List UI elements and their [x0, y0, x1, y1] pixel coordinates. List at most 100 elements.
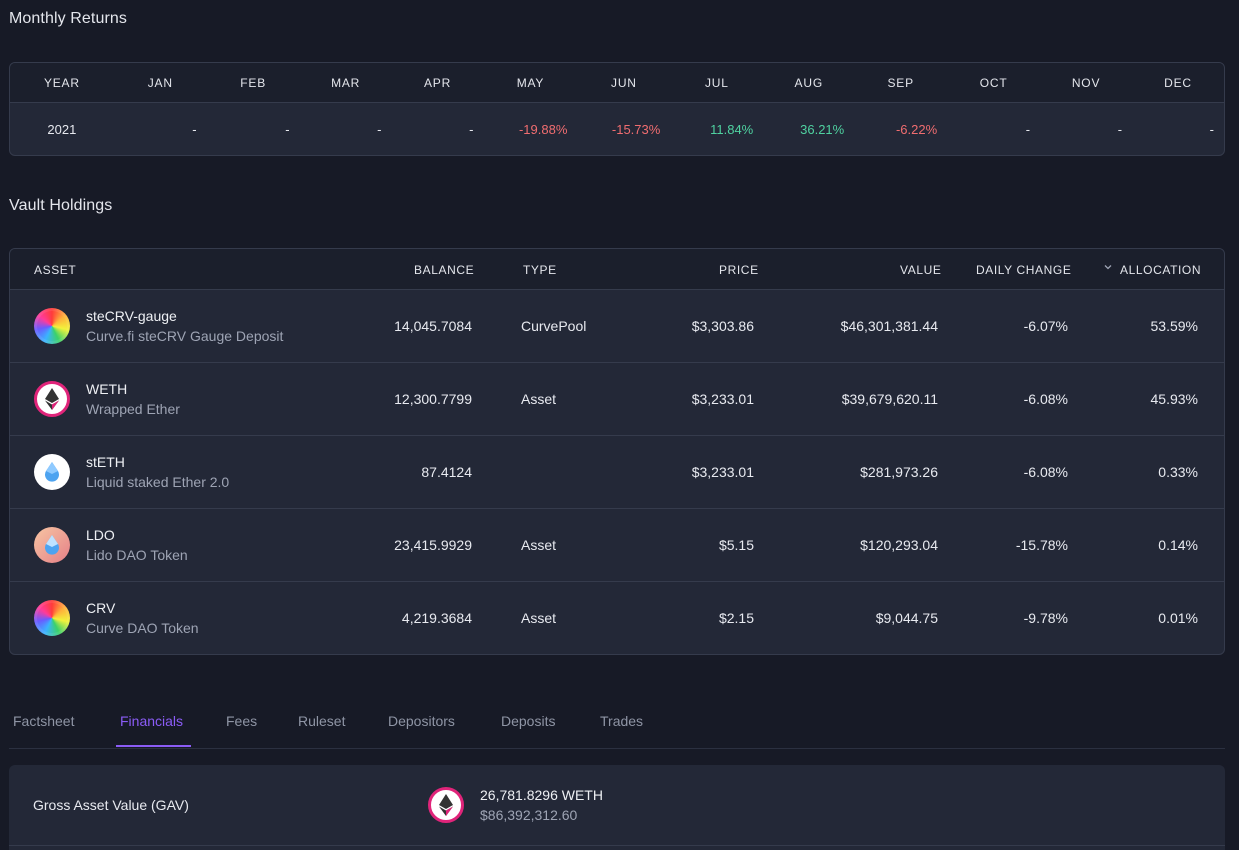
return-cell-mar: -: [377, 121, 382, 137]
return-cell-dec: -: [1209, 121, 1214, 137]
return-cell-aug: 36.21%: [800, 121, 845, 137]
allocation-cell: 45.93%: [1150, 391, 1198, 407]
gav-label: Gross Asset Value (GAV): [33, 797, 189, 813]
header-balance[interactable]: BALANCE: [414, 263, 475, 277]
holding-row[interactable]: LDO Lido DAO Token 23,415.9929 Asset $5.15 $1…: [10, 509, 1224, 582]
return-cell-sep: -6.22%: [895, 121, 938, 137]
header-asset[interactable]: ASSET: [34, 263, 77, 277]
holding-row[interactable]: CRV Curve DAO Token 4,219.3684 Asset $2.15 $9…: [10, 582, 1224, 654]
price-cell: $3,303.86: [691, 318, 754, 334]
header-daily-change[interactable]: DAILY CHANGE: [976, 263, 1072, 277]
header-price[interactable]: PRICE: [719, 263, 759, 277]
curve-icon: [34, 600, 70, 636]
asset-description: Liquid staked Ether 2.0: [86, 474, 230, 490]
header-type[interactable]: TYPE: [523, 263, 557, 277]
asset-name: stETH: [86, 454, 125, 470]
header-apr: APR: [424, 75, 452, 90]
price-cell: $3,233.01: [691, 464, 754, 480]
tab-depositors[interactable]: Depositors: [388, 713, 455, 729]
balance-cell: 87.4124: [421, 464, 472, 480]
daily-change-cell: -6.08%: [1023, 464, 1068, 480]
asset-description: Curve DAO Token: [86, 620, 199, 636]
year-cell: 2021: [47, 121, 77, 137]
return-cell-feb: -: [285, 121, 290, 137]
allocation-cell: 0.33%: [1158, 464, 1198, 480]
balance-cell: 14,045.7084: [394, 318, 472, 334]
vault-holdings-table: ASSET BALANCE TYPE PRICE VALUE DAILY CHA…: [9, 248, 1225, 655]
ldo-icon: [34, 527, 70, 563]
asset-name: LDO: [86, 527, 115, 543]
type-cell: Asset: [521, 537, 557, 553]
header-mar: MAR: [331, 75, 361, 90]
header-feb: FEB: [240, 75, 267, 90]
weth-icon: [428, 787, 464, 823]
holding-row[interactable]: WETH Wrapped Ether 12,300.7799 Asset $3,233.…: [10, 363, 1224, 436]
return-cell-jul: 11.84%: [710, 121, 754, 137]
tab-financials[interactable]: Financials: [120, 713, 184, 729]
monthly-returns-row: 2021 - - - - -19.88% -15.73% 11.84% 36.21% -6.22%…: [10, 103, 1224, 155]
type-cell: Asset: [521, 610, 557, 626]
weth-icon: [34, 381, 70, 417]
monthly-returns-table: YEAR JAN FEB MAR APR MAY JUN JUL AUG SEP OCT NOV DEC…: [9, 62, 1225, 156]
header-value[interactable]: VALUE: [900, 263, 942, 277]
financials-card: Gross Asset Value (GAV) 26,781.8296 WETH…: [9, 765, 1225, 850]
daily-change-cell: -9.78%: [1023, 610, 1068, 626]
gav-amount: 26,781.8296 WETH: [480, 787, 603, 803]
price-cell: $3,233.01: [691, 391, 754, 407]
header-sep: SEP: [887, 75, 914, 90]
value-cell: $9,044.75: [875, 610, 938, 626]
asset-name: WETH: [86, 381, 128, 397]
asset-description: Lido DAO Token: [86, 547, 188, 563]
header-jun: JUN: [611, 75, 637, 90]
return-cell-nov: -: [1117, 121, 1123, 137]
price-cell: $5.15: [718, 537, 754, 553]
value-cell: $39,679,620.11: [841, 391, 938, 407]
divider: [9, 845, 1225, 846]
header-jul: JUL: [704, 75, 729, 90]
balance-cell: 4,219.3684: [401, 610, 472, 626]
asset-name: steCRV-gauge: [86, 308, 177, 324]
tab-fees[interactable]: Fees: [226, 713, 258, 729]
holding-row[interactable]: steCRV-gauge Curve.fi steCRV Gauge Deposi…: [10, 290, 1224, 363]
type-cell: CurvePool: [521, 318, 587, 334]
monthly-returns-header: YEAR JAN FEB MAR APR MAY JUN JUL AUG SEP OCT NOV DEC: [10, 63, 1224, 103]
vault-holdings-rows: steCRV-gauge Curve.fi steCRV Gauge Deposi…: [10, 290, 1224, 654]
chevron-down-icon[interactable]: [1103, 261, 1113, 275]
gav-usd: $86,392,312.60: [480, 807, 578, 823]
value-cell: $46,301,381.44: [840, 318, 938, 334]
allocation-cell: 0.01%: [1158, 610, 1198, 626]
daily-change-cell: -15.78%: [1015, 537, 1068, 553]
vault-holdings-title: Vault Holdings: [9, 197, 113, 214]
type-cell: Asset: [521, 391, 557, 407]
balance-cell: 23,415.9929: [394, 537, 472, 553]
header-dec: DEC: [1164, 75, 1192, 90]
header-allocation[interactable]: ALLOCATION: [1120, 263, 1202, 277]
vault-tabs: Factsheet Financials Fees Ruleset Depositors…: [9, 700, 1225, 749]
header-may: MAY: [516, 75, 545, 90]
daily-change-cell: -6.07%: [1023, 318, 1068, 334]
daily-change-cell: -6.08%: [1023, 391, 1068, 407]
value-cell: $281,973.26: [860, 464, 938, 480]
return-cell-oct: -: [1025, 121, 1031, 137]
holding-row[interactable]: stETH Liquid staked Ether 2.0 87.4124 $3,23…: [10, 436, 1224, 509]
return-cell-jun: -15.73%: [611, 121, 661, 137]
return-cell-apr: -: [469, 121, 474, 137]
tab-deposits[interactable]: Deposits: [501, 713, 556, 729]
header-aug: AUG: [794, 75, 823, 90]
header-year: YEAR: [43, 75, 80, 90]
curve-icon: [34, 308, 70, 344]
asset-name: CRV: [86, 600, 116, 616]
allocation-cell: 0.14%: [1158, 537, 1198, 553]
vault-holdings-header: ASSET BALANCE TYPE PRICE VALUE DAILY CHA…: [10, 249, 1224, 290]
allocation-cell: 53.59%: [1150, 318, 1198, 334]
tab-trades[interactable]: Trades: [600, 713, 644, 729]
price-cell: $2.15: [718, 610, 754, 626]
header-jan: JAN: [147, 75, 173, 90]
asset-description: Curve.fi steCRV Gauge Deposit: [86, 328, 284, 344]
header-oct: OCT: [979, 75, 1008, 90]
tab-ruleset[interactable]: Ruleset: [298, 713, 346, 729]
balance-cell: 12,300.7799: [394, 391, 472, 407]
monthly-returns-title: Monthly Returns: [9, 10, 127, 27]
tab-factsheet[interactable]: Factsheet: [13, 713, 75, 729]
steth-icon: [34, 454, 70, 490]
